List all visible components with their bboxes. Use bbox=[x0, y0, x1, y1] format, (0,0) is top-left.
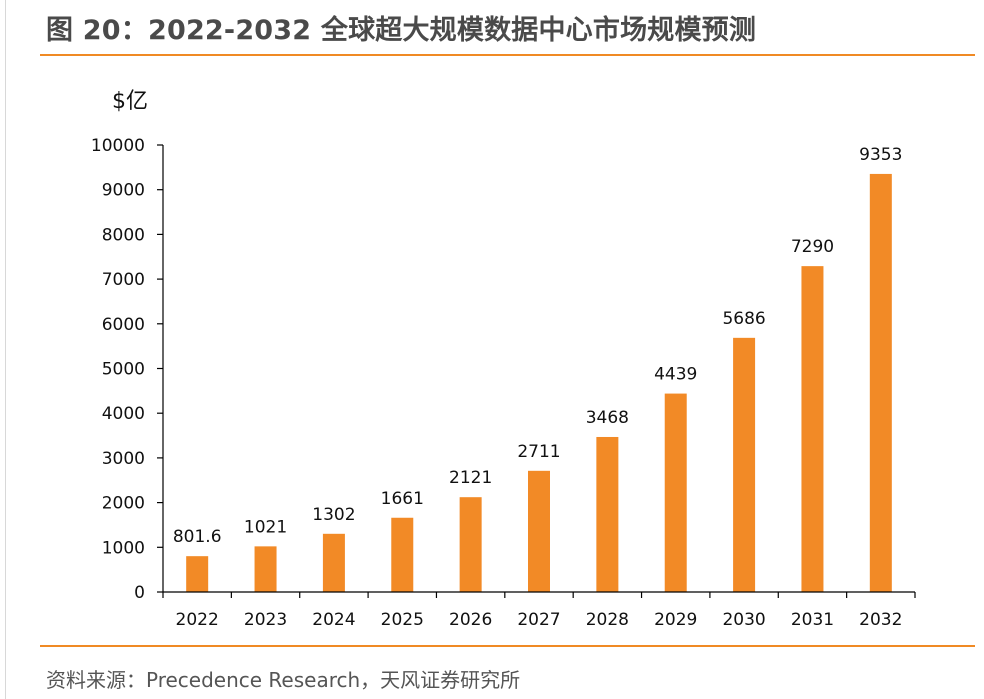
y-tick-label: 2000 bbox=[102, 494, 145, 514]
x-tick-label-2024: 2024 bbox=[312, 610, 355, 630]
x-tick-label-2025: 2025 bbox=[381, 610, 424, 630]
bar-2025 bbox=[391, 517, 414, 592]
footer-divider bbox=[40, 645, 975, 647]
bar-2032 bbox=[869, 173, 892, 592]
page-left-border bbox=[5, 0, 6, 699]
data-label-2026: 2121 bbox=[449, 468, 492, 488]
bar-2027 bbox=[528, 470, 550, 592]
data-label-2023: 1021 bbox=[244, 517, 287, 537]
bars bbox=[186, 173, 892, 592]
y-tick-label: 6000 bbox=[102, 315, 145, 335]
bar-2031 bbox=[801, 266, 824, 592]
y-tick-label: 10000 bbox=[91, 136, 145, 156]
x-tick-label-2022: 2022 bbox=[176, 610, 219, 630]
data-label-2028: 3468 bbox=[586, 408, 629, 428]
y-tick-label: 4000 bbox=[102, 404, 145, 424]
bar-2022 bbox=[186, 556, 209, 592]
x-axis: 2022 2023 2024 2025 2026 2027 2028 2029 2030 2031… bbox=[162, 591, 916, 630]
data-label-2030: 5686 bbox=[722, 309, 765, 329]
data-label-2027: 2711 bbox=[517, 442, 560, 462]
bar-2029 bbox=[664, 393, 687, 592]
x-tick-label-2027: 2027 bbox=[517, 610, 560, 630]
bar-2026 bbox=[459, 497, 482, 592]
y-tick-label: 8000 bbox=[102, 225, 145, 245]
x-tick-label-2023: 2023 bbox=[244, 610, 287, 630]
y-tick-label: 9000 bbox=[102, 181, 145, 201]
x-tick-label-2028: 2028 bbox=[586, 610, 629, 630]
y-tick-label: 7000 bbox=[102, 270, 145, 290]
source-note: 资料来源：Precedence Research，天风证券研究所 bbox=[46, 668, 521, 692]
bar-2028 bbox=[596, 436, 619, 592]
x-tick-label-2030: 2030 bbox=[722, 610, 765, 630]
data-labels: 801.6 1021 1302 1661 2121 2711 3468 4439 5686 729… bbox=[173, 145, 903, 547]
figure-title: 图 20：2022-2032 全球超大规模数据中心市场规模预测 bbox=[46, 15, 757, 46]
x-tick-label-2026: 2026 bbox=[449, 610, 492, 630]
x-tick-label-2029: 2029 bbox=[654, 610, 697, 630]
data-label-2025: 1661 bbox=[381, 489, 424, 509]
data-label-2022: 801.6 bbox=[173, 527, 222, 547]
data-label-2032: 9353 bbox=[859, 145, 902, 165]
y-tick-label: 1000 bbox=[102, 538, 145, 558]
bar-2024 bbox=[322, 533, 345, 592]
y-tick-label: 0 bbox=[134, 583, 145, 603]
x-tick-label-2031: 2031 bbox=[791, 610, 834, 630]
x-tick-label-2032: 2032 bbox=[859, 610, 902, 630]
y-axis-label: $亿 bbox=[112, 89, 148, 114]
bar-2023 bbox=[254, 546, 277, 592]
y-axis: 0 1000 2000 3000 4000 5000 6000 7000 8000 9000 100… bbox=[91, 136, 164, 603]
bar-2030 bbox=[733, 337, 756, 592]
title-divider bbox=[40, 54, 975, 56]
y-tick-label: 3000 bbox=[102, 449, 145, 469]
y-tick-label: 5000 bbox=[102, 360, 145, 380]
data-label-2024: 1302 bbox=[312, 505, 355, 525]
data-label-2031: 7290 bbox=[791, 237, 834, 257]
data-label-2029: 4439 bbox=[654, 365, 697, 385]
